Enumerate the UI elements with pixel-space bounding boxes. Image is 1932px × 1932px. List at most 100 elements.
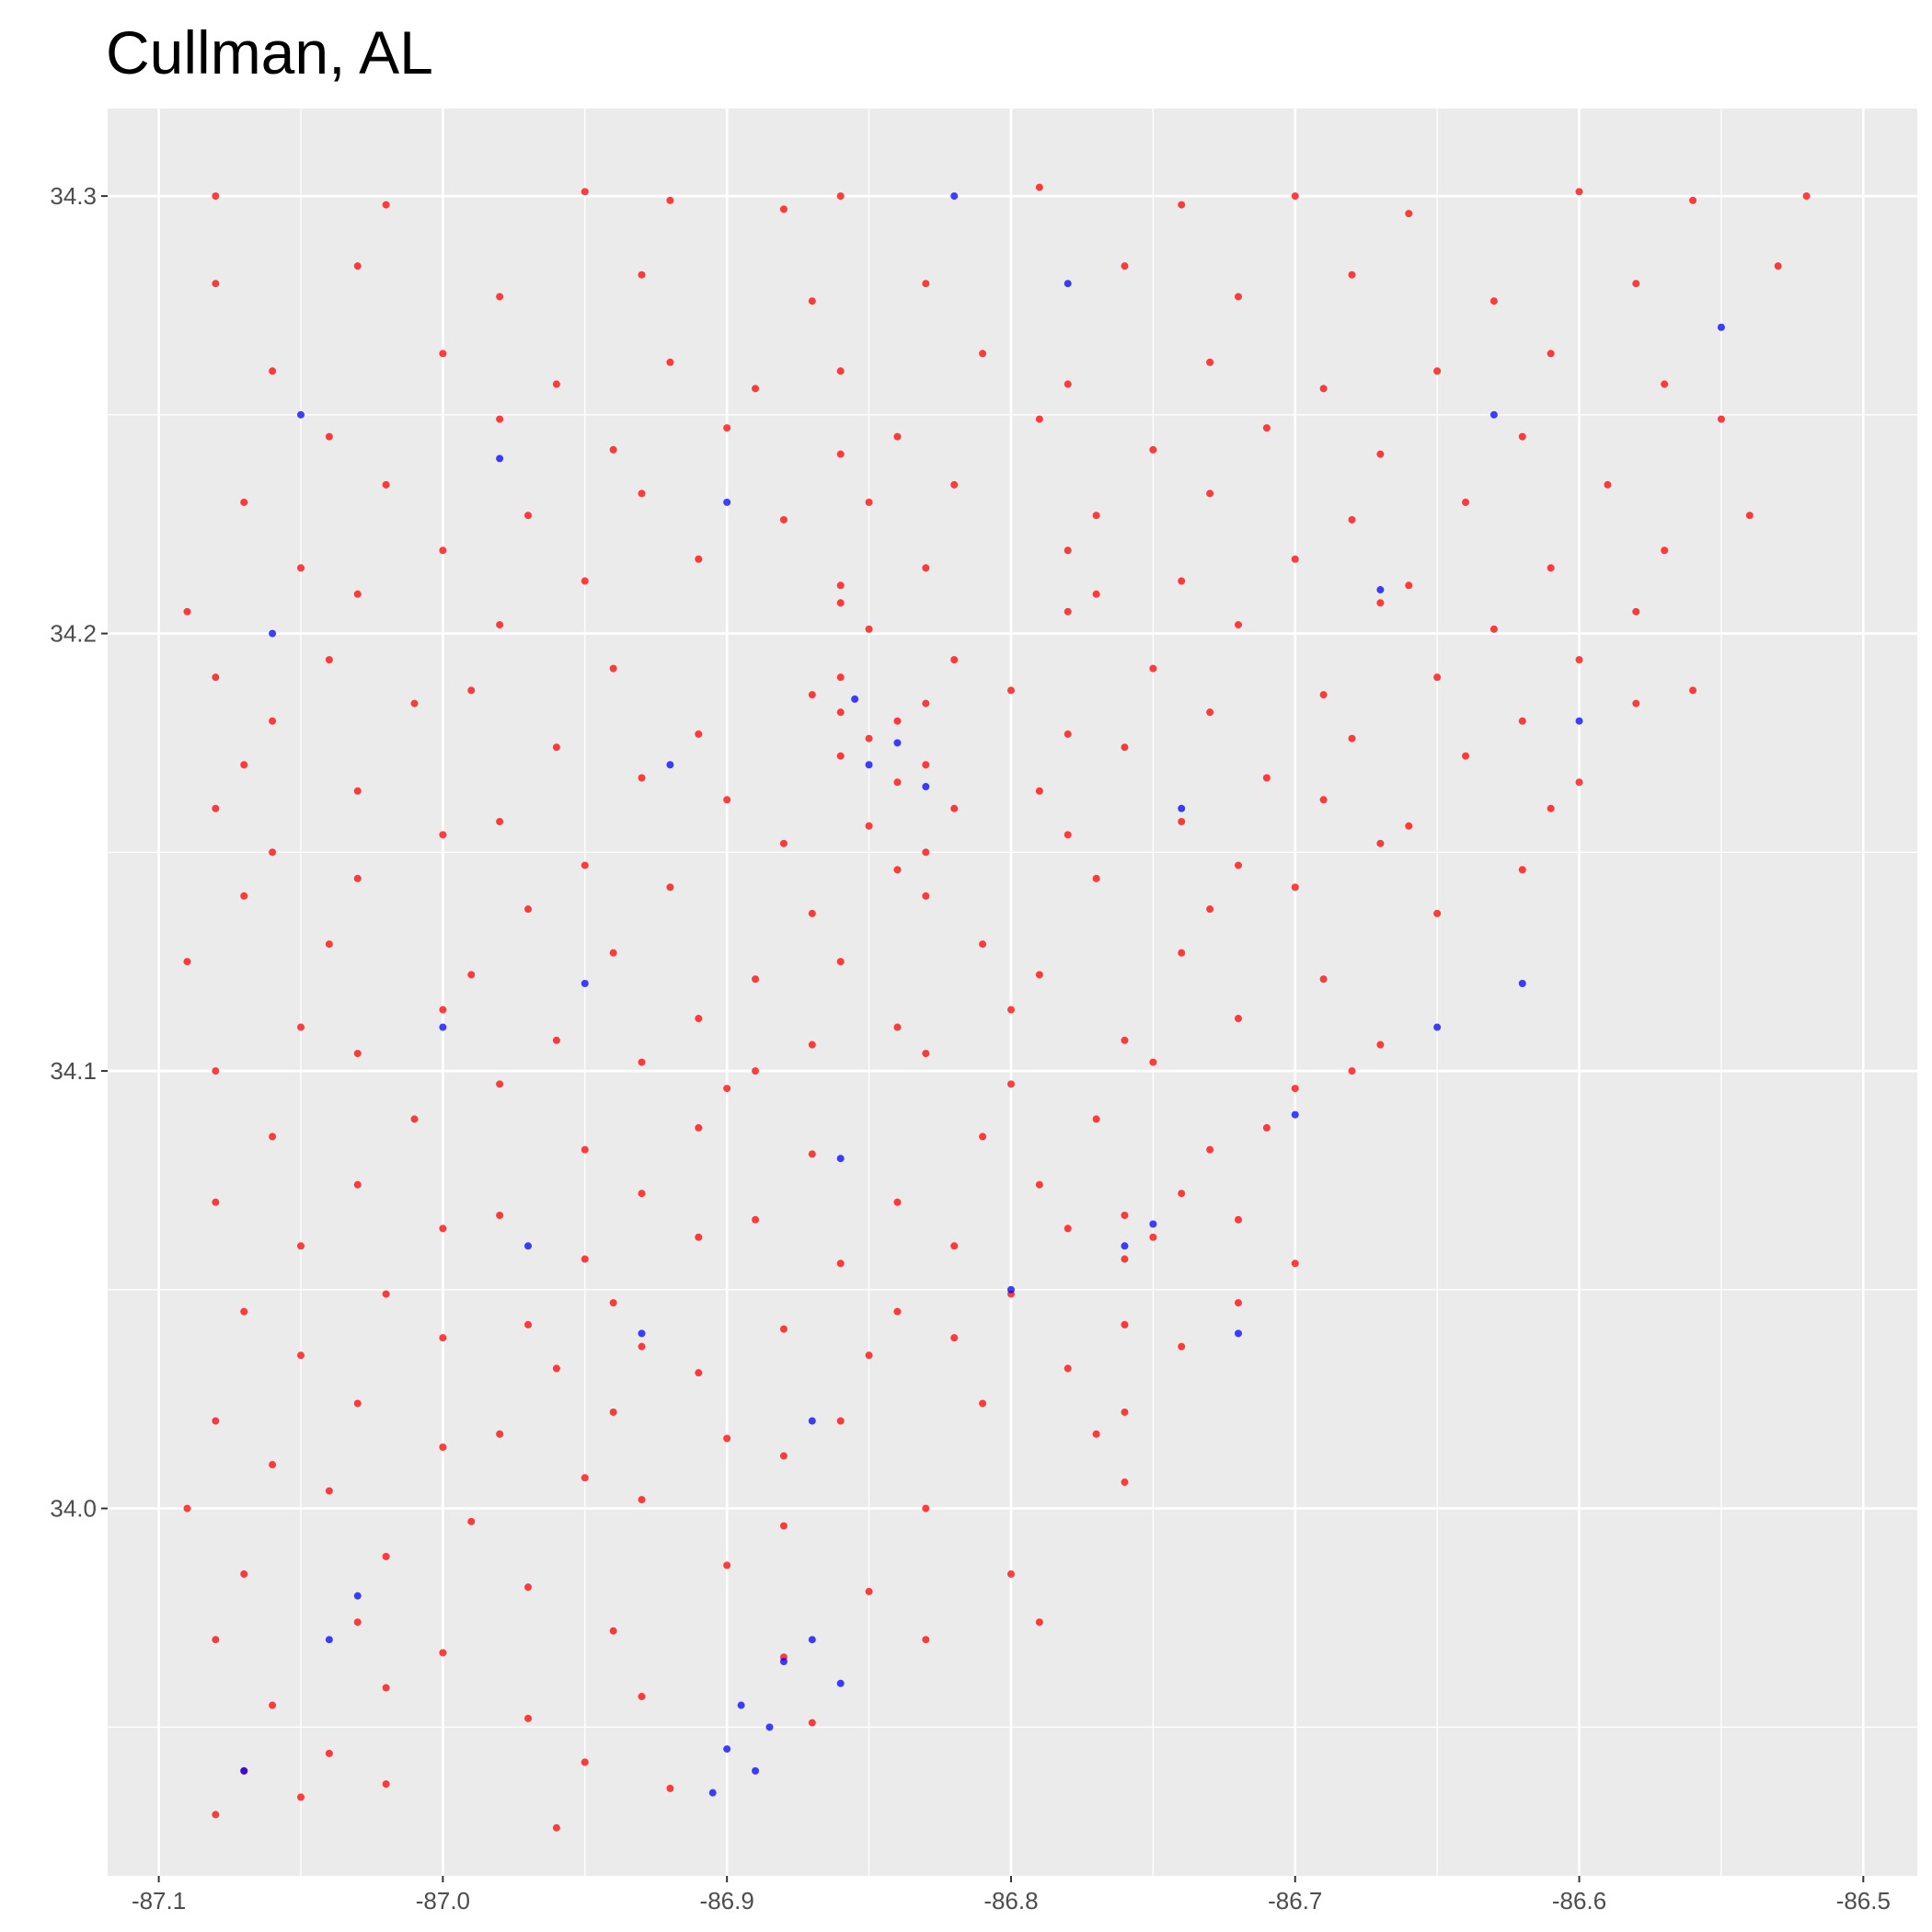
x-tick-label: -86.6 [1552,1887,1606,1915]
point [950,656,959,664]
point [723,1561,731,1570]
point [240,1766,248,1775]
point [1376,839,1385,847]
point [950,1242,959,1250]
point [638,1496,646,1504]
point [212,673,220,682]
point [666,1784,674,1792]
point [1035,971,1043,979]
point [212,1636,220,1644]
point [581,979,589,987]
point [382,1684,390,1692]
point [1547,804,1555,812]
point [1348,1067,1356,1075]
point [922,564,930,572]
point [865,734,873,742]
point [893,739,902,747]
point [893,1023,902,1031]
point [979,940,987,949]
point [1064,1225,1072,1233]
panel-background [108,109,1917,1876]
point [296,1793,305,1801]
point [269,1461,277,1469]
point [836,599,845,607]
point [353,1592,362,1600]
point [524,1242,533,1250]
point [1661,380,1669,388]
point [296,1023,305,1031]
point [865,1587,873,1595]
point [752,385,760,393]
point [922,761,930,769]
point [212,1067,220,1075]
point [836,581,845,590]
point [439,1334,447,1342]
point [695,1015,703,1023]
point [1178,1342,1186,1351]
point [922,891,930,900]
point [496,415,504,423]
point [496,454,504,463]
point [1206,358,1214,366]
point [1006,686,1015,695]
point [1234,1299,1242,1307]
point [552,380,560,388]
point [1348,734,1356,742]
point [240,891,248,900]
point [638,1342,646,1351]
point [1178,949,1186,957]
point [269,1701,277,1709]
point [808,1041,816,1049]
point [1291,1110,1299,1119]
point [1405,822,1413,830]
point [353,874,362,882]
point [695,1233,703,1241]
point [581,1758,589,1766]
point [950,480,959,489]
point [1774,262,1782,270]
point [1064,380,1072,388]
point [865,822,873,830]
point [708,1788,717,1797]
point [439,1023,447,1031]
point [752,975,760,983]
point [1575,656,1583,664]
point [666,761,674,769]
point [893,1198,902,1206]
point [296,410,305,419]
point [609,445,617,454]
point [1121,743,1129,752]
point [382,201,390,209]
point [353,1180,362,1189]
point [183,958,191,966]
point [240,761,248,769]
point [1291,555,1299,563]
point [1489,297,1498,305]
point [552,1823,560,1832]
point [922,1050,930,1058]
point [1035,1180,1043,1189]
point [1234,293,1242,301]
point [1234,621,1242,629]
point [808,909,816,917]
point [382,1552,390,1560]
x-tick-label: -86.8 [983,1887,1038,1915]
point [353,590,362,598]
point [581,1255,589,1263]
point [609,1299,617,1307]
point [1178,1190,1186,1198]
point [638,774,646,782]
point [269,367,277,375]
point [737,1701,745,1709]
point [439,350,447,358]
point [950,192,959,201]
point [1489,410,1498,419]
point [779,1658,788,1666]
point [496,621,504,629]
point [1121,262,1129,270]
point [1234,861,1242,869]
point [752,1067,760,1075]
point [212,1811,220,1819]
point [1518,432,1526,441]
